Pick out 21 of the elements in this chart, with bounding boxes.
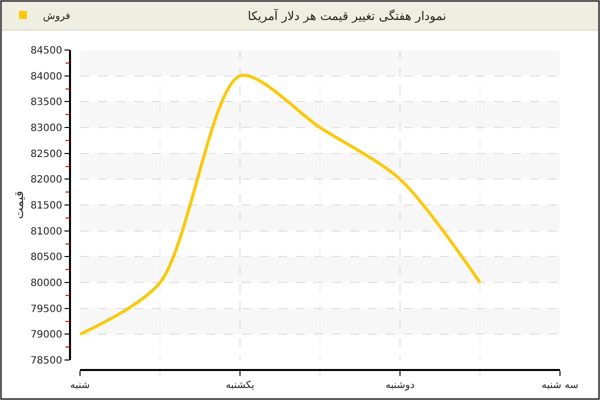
line-series: [80, 74, 482, 336]
y-tick-label: 83000: [30, 123, 62, 134]
y-tick-label: 82500: [30, 148, 62, 160]
y-tick-label: 78500: [30, 356, 62, 366]
x-tick-label: دوشنبه: [385, 380, 415, 391]
x-tick-label: سه شنبه: [542, 380, 578, 391]
y-tick-label: 81500: [30, 200, 62, 212]
y-tick-label: 84000: [30, 71, 62, 82]
y-tick-label: 81000: [30, 226, 62, 238]
chart-title: نمودار هفتگی تغییر قیمت هر دلار آمریکا: [248, 8, 446, 24]
y-axis-title: قیمت: [12, 190, 26, 219]
y-tick-label: 79000: [30, 330, 62, 341]
y-tick-label: 79500: [30, 304, 62, 315]
x-tick-label: یکشنبه: [226, 380, 255, 391]
y-tick-label: 82000: [30, 174, 62, 186]
y-tick-label: 80000: [30, 278, 62, 289]
y-tick-label: 83500: [30, 97, 62, 108]
x-tick-label: شنبه: [70, 380, 90, 391]
y-tick-label: 84500: [30, 46, 62, 56]
legend-label: فروش: [43, 10, 71, 22]
y-tick-label: 80500: [30, 252, 62, 264]
